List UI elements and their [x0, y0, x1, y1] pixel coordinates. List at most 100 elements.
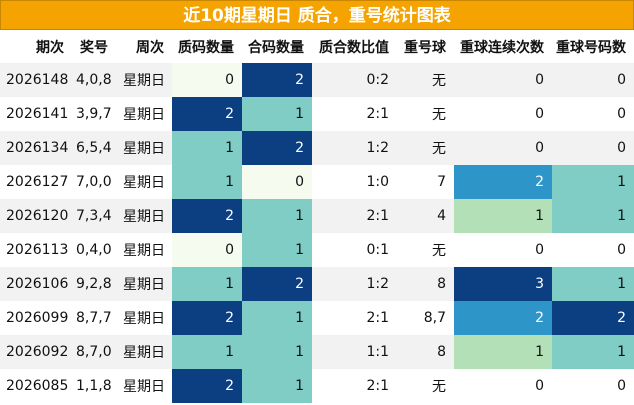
cell-consec: 1	[454, 335, 552, 369]
cell-repeat-count: 1	[552, 267, 634, 301]
cell-issue: 2026148	[0, 63, 72, 97]
cell-nums: 4,0,8	[72, 63, 116, 97]
table-row: 2026085 1,1,8 星期日 2 1 2:1 无 0 0	[0, 369, 634, 403]
cell-ratio: 2:1	[312, 97, 397, 131]
cell-prime: 2	[172, 369, 242, 403]
cell-week: 星期日	[116, 63, 172, 97]
cell-repeat-count: 1	[552, 335, 634, 369]
cell-prime: 1	[172, 267, 242, 301]
cell-issue: 2026134	[0, 131, 72, 165]
header-ratio: 质合数比值	[312, 30, 397, 63]
cell-composite: 2	[242, 131, 312, 165]
cell-issue: 2026113	[0, 233, 72, 267]
cell-composite: 1	[242, 97, 312, 131]
header-nums: 奖号	[72, 30, 116, 63]
header-consec: 重球连续次数	[454, 30, 552, 63]
table-row: 2026113 0,4,0 星期日 0 1 0:1 无 0 0	[0, 233, 634, 267]
cell-week: 星期日	[116, 165, 172, 199]
header-prime: 质码数量	[172, 30, 242, 63]
cell-issue: 2026141	[0, 97, 72, 131]
cell-prime: 2	[172, 97, 242, 131]
cell-ratio: 2:1	[312, 199, 397, 233]
cell-nums: 9,2,8	[72, 267, 116, 301]
cell-prime: 2	[172, 199, 242, 233]
cell-week: 星期日	[116, 267, 172, 301]
table-row: 2026106 9,2,8 星期日 1 2 1:2 8 3 1	[0, 267, 634, 301]
cell-week: 星期日	[116, 335, 172, 369]
cell-nums: 8,7,0	[72, 335, 116, 369]
cell-week: 星期日	[116, 301, 172, 335]
cell-repeat: 8	[397, 267, 454, 301]
cell-consec: 1	[454, 199, 552, 233]
cell-composite: 1	[242, 199, 312, 233]
cell-repeat-count: 1	[552, 199, 634, 233]
header-week: 周次	[116, 30, 172, 63]
cell-week: 星期日	[116, 131, 172, 165]
cell-repeat: 无	[397, 233, 454, 267]
table-row: 2026134 6,5,4 星期日 1 2 1:2 无 0 0	[0, 131, 634, 165]
cell-nums: 3,9,7	[72, 97, 116, 131]
cell-prime: 1	[172, 335, 242, 369]
cell-nums: 7,0,0	[72, 165, 116, 199]
cell-nums: 8,7,7	[72, 301, 116, 335]
cell-ratio: 0:1	[312, 233, 397, 267]
cell-repeat-count: 0	[552, 63, 634, 97]
header-repeat: 重号球	[397, 30, 454, 63]
cell-composite: 1	[242, 301, 312, 335]
cell-repeat: 无	[397, 63, 454, 97]
cell-composite: 0	[242, 165, 312, 199]
cell-issue: 2026120	[0, 199, 72, 233]
cell-consec: 0	[454, 233, 552, 267]
cell-repeat: 4	[397, 199, 454, 233]
cell-consec: 3	[454, 267, 552, 301]
cell-ratio: 0:2	[312, 63, 397, 97]
header-issue: 期次	[0, 30, 72, 63]
table-row: 2026092 8,7,0 星期日 1 1 1:1 8 1 1	[0, 335, 634, 369]
header-repeat-count: 重球号码数	[552, 30, 634, 63]
cell-nums: 6,5,4	[72, 131, 116, 165]
cell-issue: 2026092	[0, 335, 72, 369]
cell-issue: 2026085	[0, 369, 72, 403]
cell-week: 星期日	[116, 199, 172, 233]
cell-repeat-count: 0	[552, 131, 634, 165]
cell-nums: 7,3,4	[72, 199, 116, 233]
header-composite: 合码数量	[242, 30, 312, 63]
cell-ratio: 1:2	[312, 267, 397, 301]
cell-repeat: 8,7	[397, 301, 454, 335]
cell-repeat-count: 0	[552, 233, 634, 267]
cell-ratio: 1:1	[312, 335, 397, 369]
cell-prime: 1	[172, 165, 242, 199]
cell-ratio: 1:0	[312, 165, 397, 199]
cell-week: 星期日	[116, 233, 172, 267]
cell-ratio: 2:1	[312, 301, 397, 335]
stats-table: 期次 奖号 周次 质码数量 合码数量 质合数比值 重号球 重球连续次数 重球号码…	[0, 30, 634, 403]
cell-nums: 0,4,0	[72, 233, 116, 267]
cell-composite: 1	[242, 335, 312, 369]
cell-consec: 0	[454, 63, 552, 97]
cell-week: 星期日	[116, 369, 172, 403]
cell-prime: 0	[172, 63, 242, 97]
cell-repeat-count: 1	[552, 165, 634, 199]
cell-repeat: 无	[397, 369, 454, 403]
cell-issue: 2026099	[0, 301, 72, 335]
cell-repeat: 8	[397, 335, 454, 369]
cell-prime: 2	[172, 301, 242, 335]
table-row: 2026099 8,7,7 星期日 2 1 2:1 8,7 2 2	[0, 301, 634, 335]
cell-consec: 0	[454, 131, 552, 165]
cell-prime: 1	[172, 131, 242, 165]
header-row: 期次 奖号 周次 质码数量 合码数量 质合数比值 重号球 重球连续次数 重球号码…	[0, 30, 634, 63]
table-row: 2026127 7,0,0 星期日 1 0 1:0 7 2 1	[0, 165, 634, 199]
cell-repeat-count: 0	[552, 97, 634, 131]
cell-composite: 2	[242, 63, 312, 97]
cell-composite: 1	[242, 369, 312, 403]
cell-composite: 1	[242, 233, 312, 267]
cell-repeat: 7	[397, 165, 454, 199]
cell-nums: 1,1,8	[72, 369, 116, 403]
table-row: 2026120 7,3,4 星期日 2 1 2:1 4 1 1	[0, 199, 634, 233]
cell-issue: 2026106	[0, 267, 72, 301]
table-title: 近10期星期日 质合，重号统计图表	[0, 0, 634, 30]
cell-repeat-count: 2	[552, 301, 634, 335]
cell-ratio: 1:2	[312, 131, 397, 165]
cell-consec: 2	[454, 301, 552, 335]
